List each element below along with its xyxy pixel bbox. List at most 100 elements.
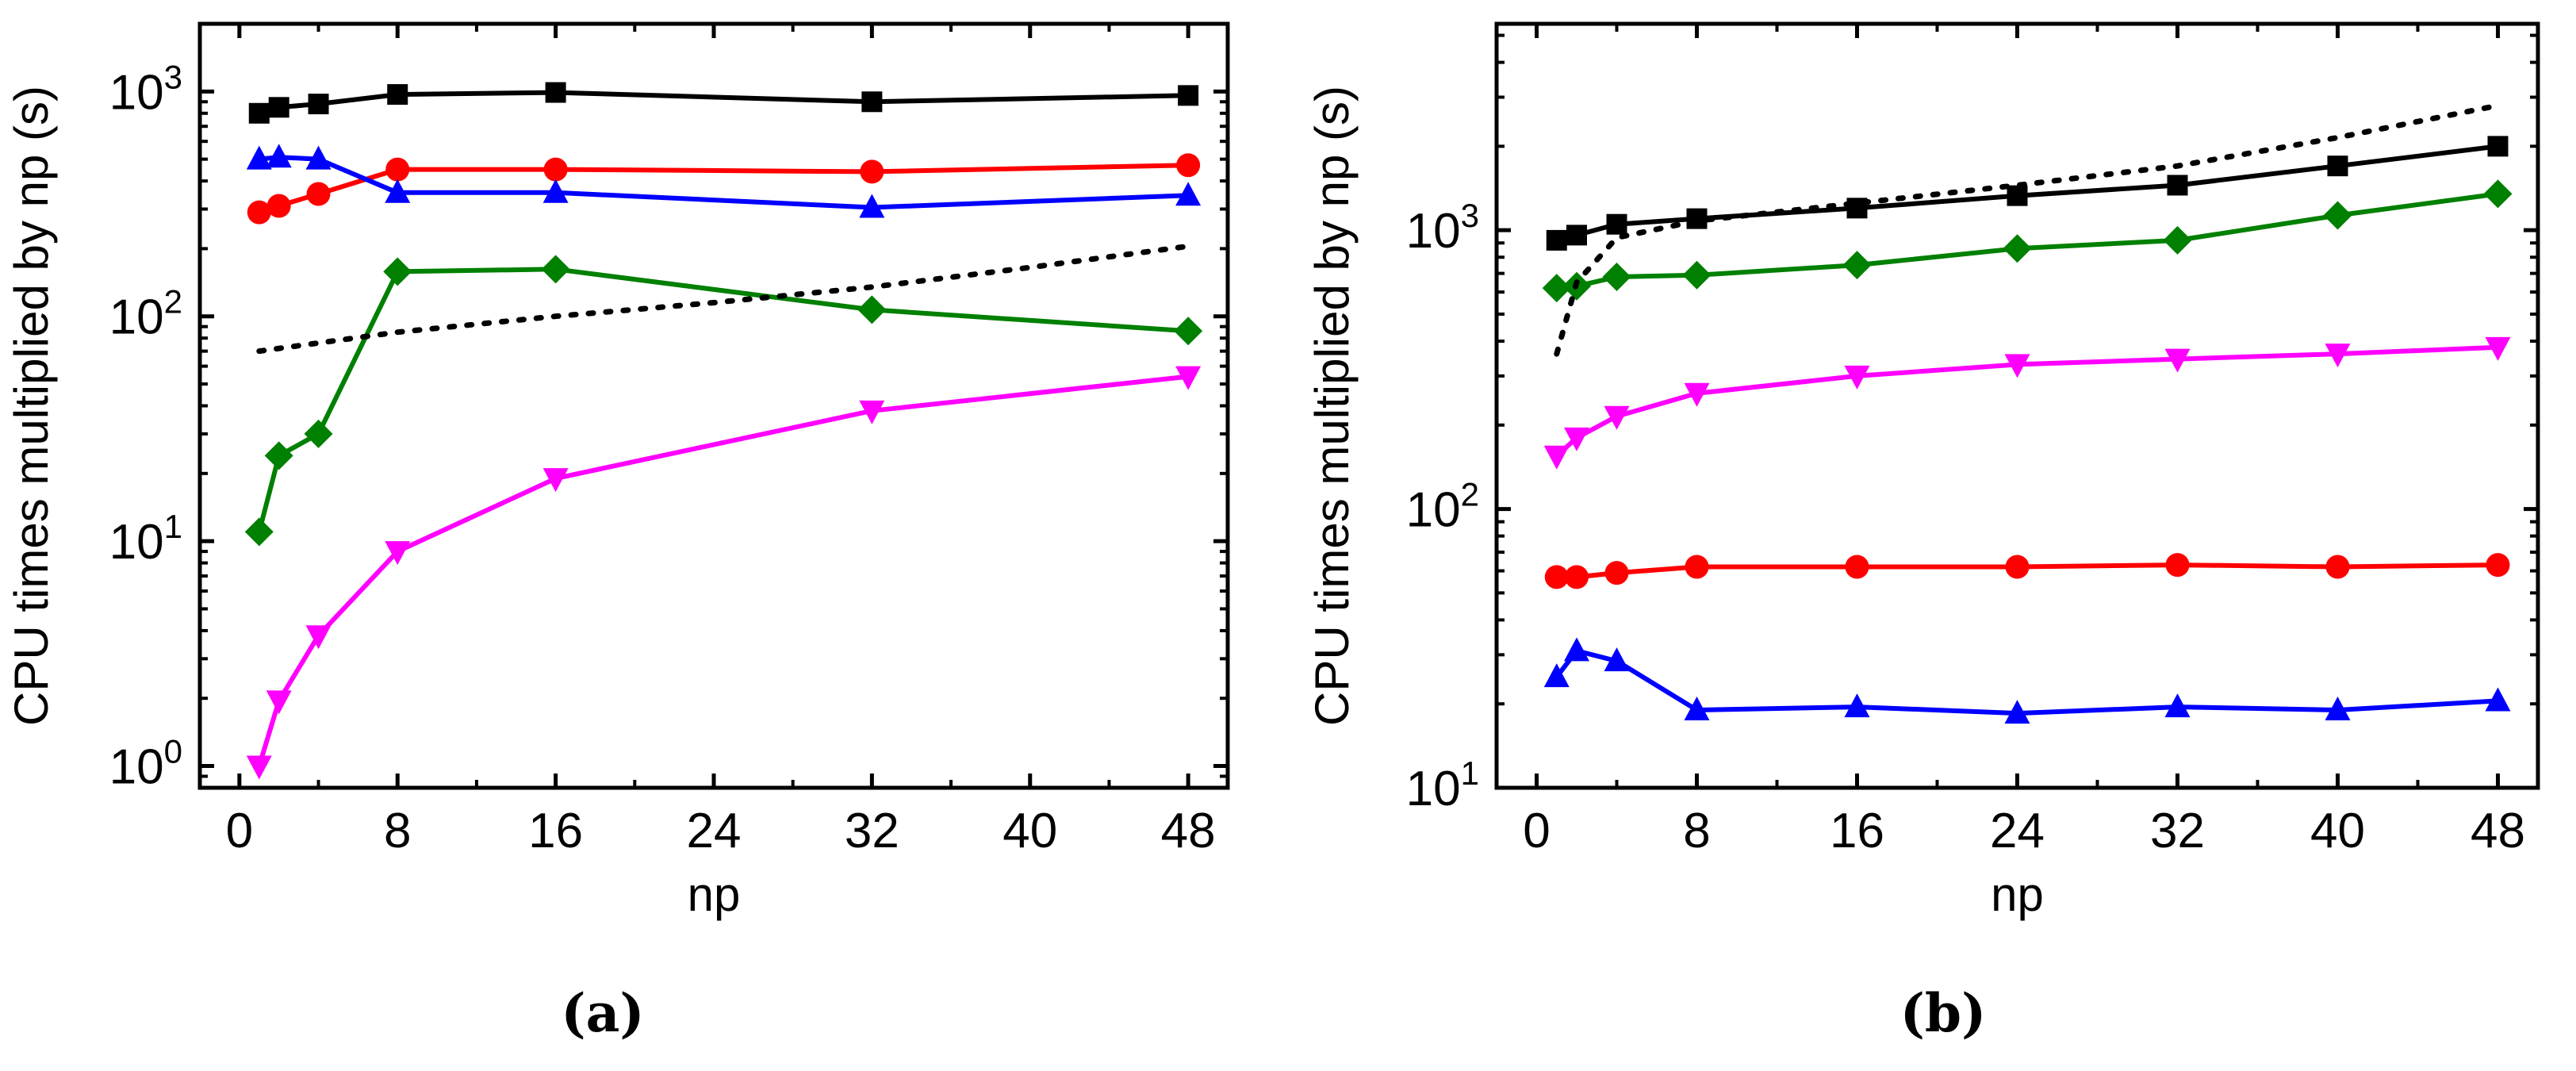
data-point-green [2323,201,2352,230]
data-point-blue [2164,693,2191,718]
x-tick-label: 40 [1002,804,1057,858]
data-point-blue [266,144,292,168]
data-point-green [2483,179,2513,209]
data-point-black [1178,85,1199,106]
data-point-green [383,257,412,286]
data-point-blue [542,178,569,203]
data-point-red [385,157,410,182]
data-point-black [2167,175,2188,196]
data-point-red [1845,555,1869,579]
y-tick-label: 102 [109,283,182,345]
data-point-magenta [266,690,292,715]
data-point-magenta [1175,366,1202,390]
y-tick-label: 103 [1406,197,1479,259]
data-point-red [1604,561,1629,585]
x-tick-label: 16 [528,804,583,858]
data-point-magenta [305,625,332,650]
x-tick-label: 16 [1830,804,1884,858]
data-point-green [857,295,887,324]
data-point-green [1602,263,1631,292]
panel-caption: (b) [1900,982,1987,1044]
data-point-magenta [2004,354,2030,378]
data-point-black [248,102,270,124]
data-point-blue [1564,637,1589,662]
data-point-red [266,194,291,218]
y-tick-label: 100 [109,733,182,795]
data-point-blue [2004,700,2030,724]
data-point-black [545,82,566,103]
data-point-black [2487,136,2509,157]
x-tick-label: 8 [384,804,411,858]
series-line-reference [256,243,1191,355]
data-point-green [1542,274,1571,303]
data-point-magenta [1844,365,1870,390]
data-point-blue [1175,182,1202,206]
plot-area [1542,102,2513,724]
data-point-red [2486,553,2510,578]
data-point-red [2005,555,2030,579]
x-axis-label: np [688,868,741,921]
data-point-black [1686,208,1708,229]
data-point-red [1565,565,1589,589]
x-tick-label: 48 [2471,804,2525,858]
data-point-red [543,157,568,182]
data-point-magenta [859,400,885,424]
data-point-magenta [542,468,569,493]
x-tick-label: 0 [1523,804,1550,858]
data-point-red [860,159,884,184]
x-tick-label: 0 [226,804,253,858]
data-point-magenta [1543,445,1570,470]
y-tick-label: 103 [109,58,182,120]
series-line-reference [1554,102,2501,357]
y-axis-label: CPU times multiplied by np (s) [1305,86,1359,726]
x-tick-label: 40 [2310,804,2365,858]
data-point-green [264,441,293,470]
data-point-magenta [1564,427,1589,451]
data-point-blue [1844,693,1870,718]
data-point-blue [2485,687,2511,712]
data-point-black [308,94,329,115]
data-point-black [268,97,289,118]
data-point-green [2163,225,2192,255]
data-point-blue [859,194,885,218]
data-point-red [1544,565,1569,589]
x-tick-label: 24 [687,804,742,858]
data-point-blue [1543,663,1570,688]
x-tick-label: 8 [1683,804,1710,858]
data-point-blue [2325,697,2351,721]
data-point-green [1842,251,1872,280]
data-point-black [2007,185,2028,206]
plot-frame [197,21,1230,790]
data-point-green [1174,317,1203,346]
x-tick-label: 32 [2150,804,2205,858]
data-point-green [244,517,274,547]
data-point-magenta [2164,348,2191,373]
y-tick-label: 102 [1406,476,1479,538]
data-point-green [541,255,570,284]
chart-panel-a: 0 8 16 24 32 40 48 100 101 102 103 np CPU times mult… [5,21,1230,1044]
data-point-magenta [2485,336,2511,361]
data-point-black [1566,225,1587,246]
data-point-magenta [246,755,272,780]
data-point-blue [1604,647,1630,672]
data-point-black [387,84,408,106]
data-point-green [1682,260,1712,290]
x-tick-label: 32 [845,804,899,858]
data-point-magenta [385,541,411,566]
data-point-black [1606,213,1627,235]
x-tick-label: 48 [1161,804,1216,858]
y-tick-label: 101 [109,508,182,570]
data-point-magenta [1684,382,1710,407]
data-point-magenta [2325,344,2351,368]
data-point-green [2003,234,2032,263]
data-point-black [861,91,883,113]
x-axis-label: np [1991,868,2044,921]
data-point-red [2165,553,2190,578]
data-point-blue [305,145,332,170]
data-point-blue [385,178,411,203]
data-point-magenta [1604,405,1630,430]
series-line-green [256,267,1189,533]
data-point-red [1176,153,1201,178]
data-point-red [247,200,271,225]
